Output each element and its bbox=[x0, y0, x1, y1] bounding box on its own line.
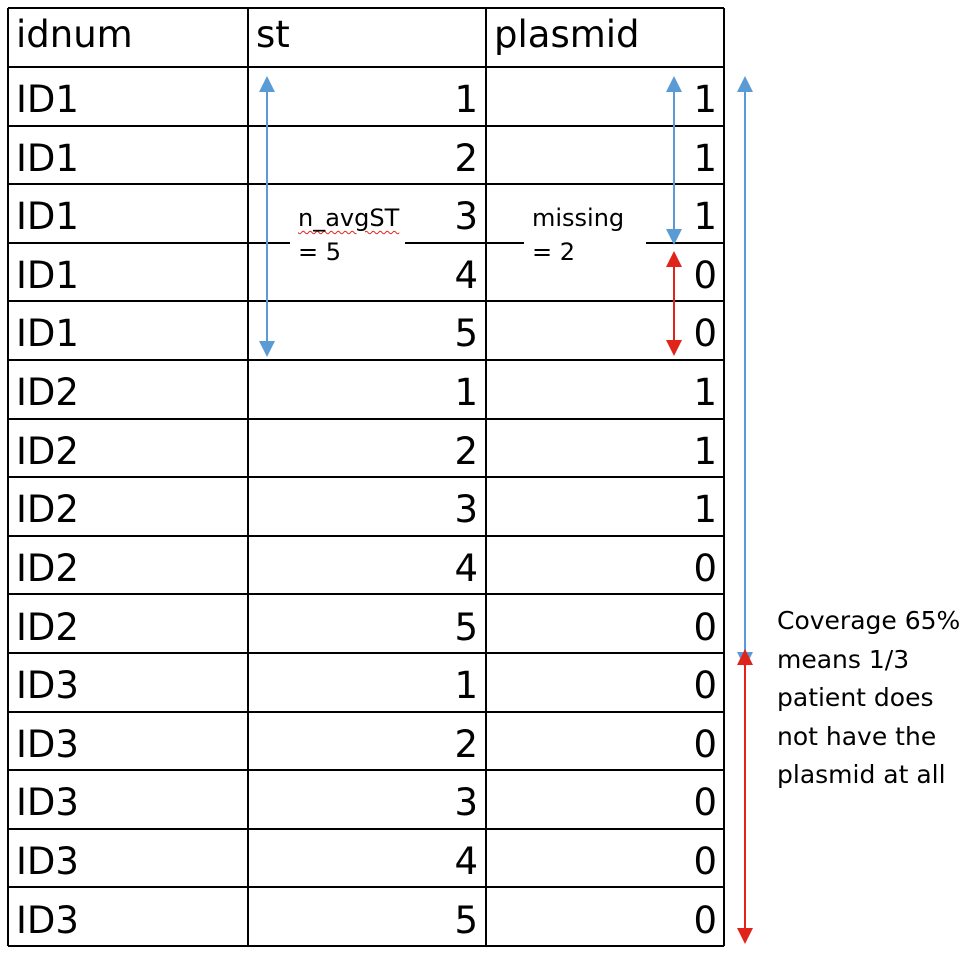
idnum-cell: ID2 bbox=[16, 547, 79, 590]
coverage-note: Coverage 65% means 1/3 patient does not … bbox=[777, 602, 960, 795]
idnum-cell: ID3 bbox=[16, 840, 79, 883]
idnum-cell: ID2 bbox=[16, 606, 79, 649]
st-cell: 3 bbox=[454, 195, 478, 238]
idnum-cell: ID1 bbox=[16, 78, 79, 121]
coverage-note-line: not have the bbox=[777, 721, 937, 751]
st-cell: 3 bbox=[454, 781, 478, 824]
st-cell: 4 bbox=[454, 840, 478, 883]
plasmid-cell: 0 bbox=[693, 840, 717, 883]
st-cell: 5 bbox=[454, 606, 478, 649]
st-cell: 1 bbox=[454, 664, 478, 707]
st-cell: 2 bbox=[454, 137, 478, 180]
plasmid-cell: 0 bbox=[693, 606, 717, 649]
header-st: st bbox=[256, 13, 290, 56]
idnum-cell: ID3 bbox=[16, 899, 79, 942]
idnum-cell: ID2 bbox=[16, 371, 79, 414]
st-cell: 5 bbox=[454, 899, 478, 942]
st-cell: 3 bbox=[454, 488, 478, 531]
st-cell: 2 bbox=[454, 430, 478, 473]
n-avgst-label: n_avgST bbox=[298, 204, 400, 232]
plasmid-cell: 0 bbox=[693, 547, 717, 590]
idnum-cell: ID1 bbox=[16, 254, 79, 297]
missing-callout: missing = 2 bbox=[524, 201, 647, 269]
plasmid-cell: 0 bbox=[693, 723, 717, 766]
coverage-note-line: plasmid at all bbox=[777, 760, 946, 789]
plasmid-cell: 1 bbox=[693, 137, 717, 180]
plasmid-cell: 0 bbox=[693, 254, 717, 297]
plasmid-cell: 1 bbox=[693, 430, 717, 473]
coverage-note-line: means 1/3 bbox=[777, 644, 910, 674]
st-cell: 5 bbox=[454, 312, 478, 355]
idnum-cell: ID1 bbox=[16, 312, 79, 355]
plasmid-cell: 0 bbox=[693, 664, 717, 707]
st-cell: 1 bbox=[454, 78, 478, 121]
idnum-cell: ID3 bbox=[16, 723, 79, 766]
table-grid bbox=[7, 7, 725, 947]
plasmid-cell: 0 bbox=[693, 899, 717, 942]
plasmid-cell: 1 bbox=[693, 195, 717, 238]
st-cell: 2 bbox=[454, 723, 478, 766]
header-idnum: idnum bbox=[16, 13, 133, 56]
n-avgst-callout: n_avgST = 5 bbox=[290, 201, 406, 269]
st-cell: 4 bbox=[454, 547, 478, 590]
missing-value: = 2 bbox=[532, 238, 576, 266]
coverage-note-line: Coverage 65% bbox=[777, 606, 961, 635]
plasmid-cell: 1 bbox=[693, 371, 717, 414]
missing-label: missing bbox=[532, 204, 625, 232]
plasmid-cell: 0 bbox=[693, 781, 717, 824]
idnum-cell: ID3 bbox=[16, 781, 79, 824]
idnum-cell: ID2 bbox=[16, 430, 79, 473]
idnum-cell: ID3 bbox=[16, 664, 79, 707]
idnum-cell: ID1 bbox=[16, 195, 79, 238]
st-cell: 4 bbox=[454, 254, 478, 297]
plasmid-cell: 1 bbox=[693, 488, 717, 531]
plasmid-cell: 0 bbox=[693, 312, 717, 355]
plasmid-cell: 1 bbox=[693, 78, 717, 121]
n-avgst-value: = 5 bbox=[298, 238, 342, 266]
header-plasmid: plasmid bbox=[494, 13, 640, 56]
coverage-note-line: patient does bbox=[777, 683, 934, 712]
st-cell: 1 bbox=[454, 371, 478, 414]
idnum-cell: ID1 bbox=[16, 137, 79, 180]
idnum-cell: ID2 bbox=[16, 488, 79, 531]
